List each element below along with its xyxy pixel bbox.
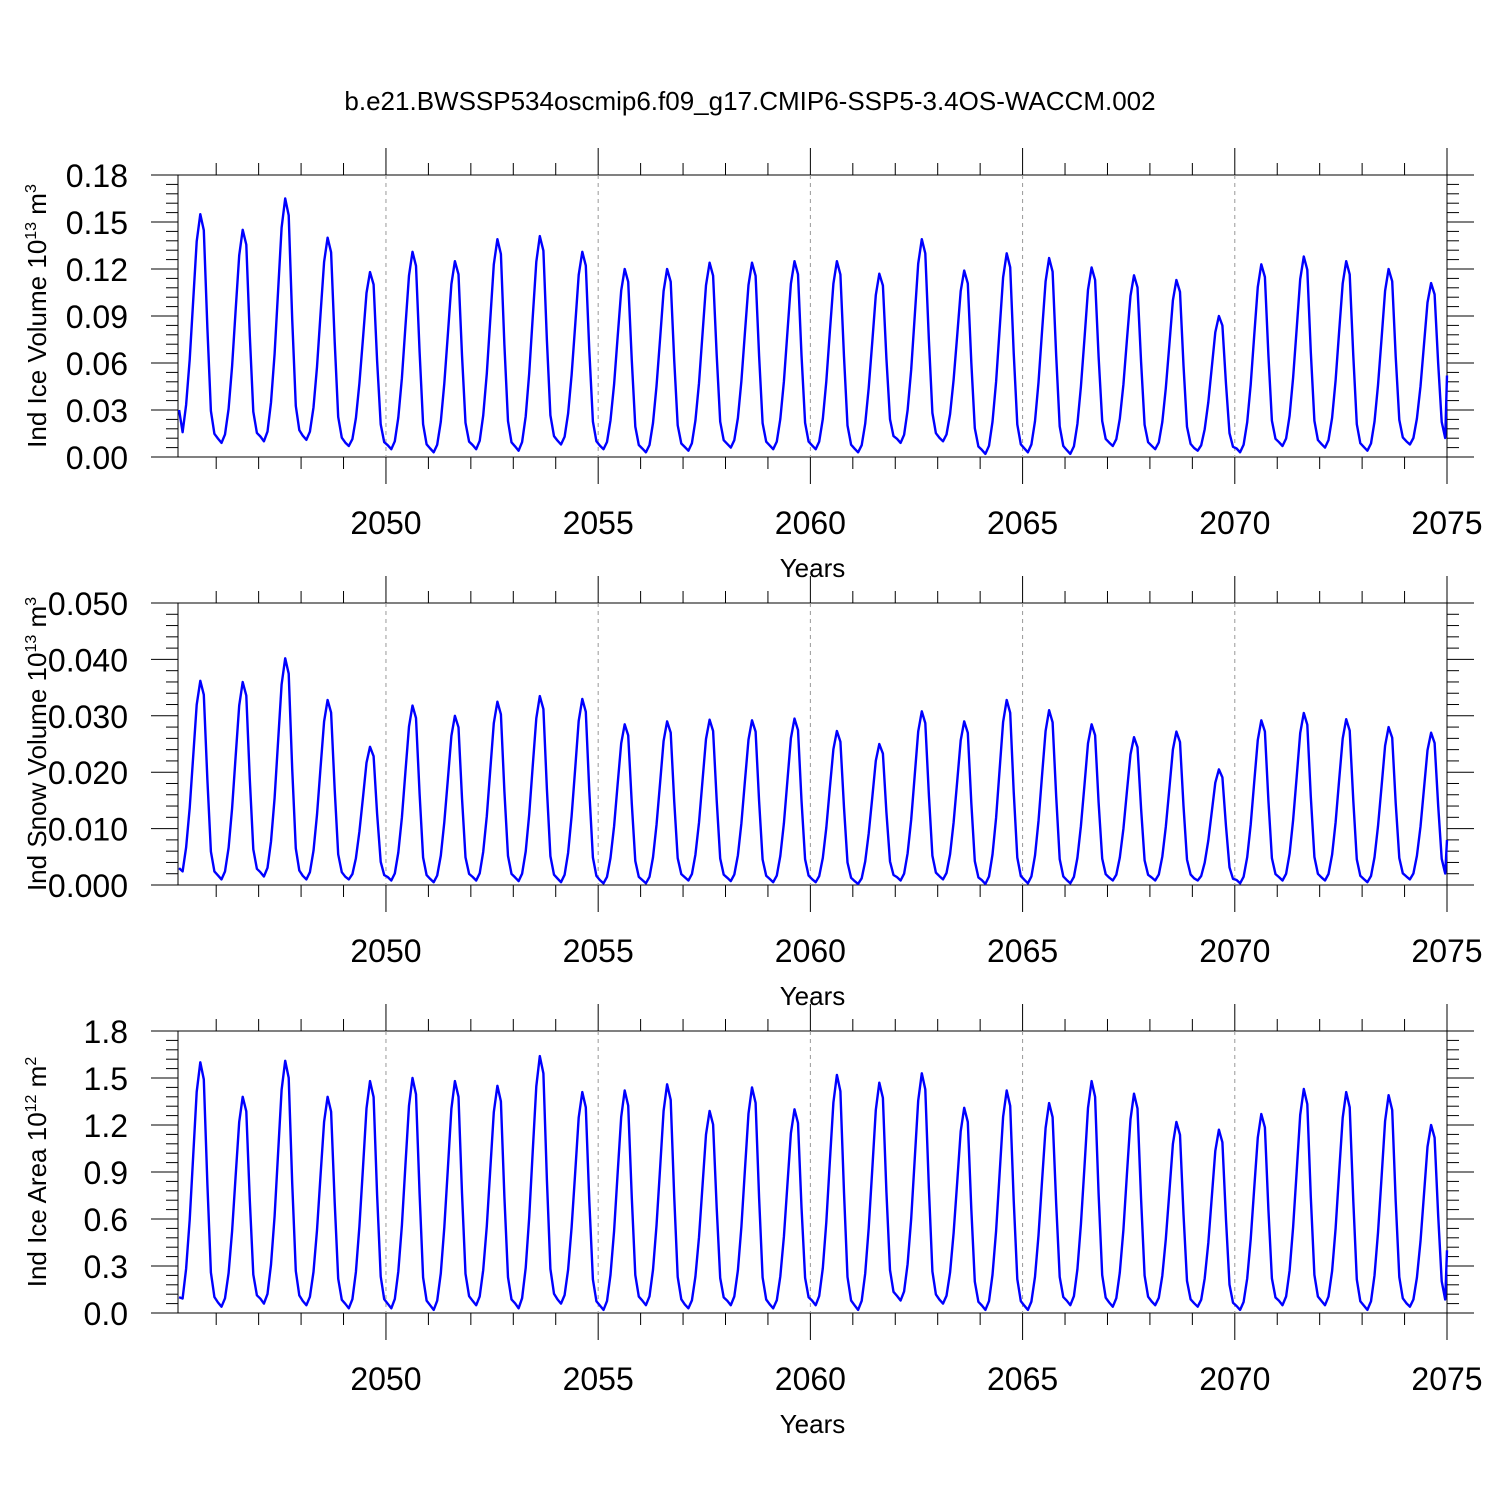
y-tick-label: 0.9	[84, 1155, 128, 1191]
x-tick-label: 2060	[775, 1361, 846, 1397]
plot-frame	[177, 602, 1448, 886]
x-tick-label: 2070	[1199, 933, 1270, 969]
x-tick-label: 2055	[563, 1361, 634, 1397]
y-tick-label: 0.050	[48, 586, 128, 622]
data-series-line	[177, 197, 1449, 456]
x-tick-label: 2075	[1411, 1361, 1482, 1397]
y-tick-label: 0.3	[84, 1249, 128, 1285]
y-axis-title-text: m	[22, 606, 52, 635]
y-axis-title-superscript: 3	[23, 597, 40, 606]
y-tick-label: 0.000	[48, 868, 128, 904]
y-tick-label: 0.15	[66, 205, 128, 241]
y-tick-label: 0.09	[66, 299, 128, 335]
x-tick-label: 2070	[1199, 1361, 1270, 1397]
x-tick-label: 2055	[563, 933, 634, 969]
y-tick-label: 0.00	[66, 440, 128, 476]
x-tick-label: 2065	[987, 505, 1058, 541]
y-tick-label: 0.030	[48, 699, 128, 735]
y-tick-label: 0.03	[66, 393, 128, 429]
y-axis-title-text: Ind Ice Volume 10	[22, 240, 52, 448]
x-axis-title: Years	[780, 1409, 846, 1439]
plot-frame	[177, 1030, 1448, 1314]
x-tick-label: 2075	[1411, 505, 1482, 541]
x-tick-label: 2060	[775, 933, 846, 969]
y-tick-label: 0.06	[66, 346, 128, 382]
x-tick-label: 2065	[987, 1361, 1058, 1397]
y-axis-title-text: Ind Snow Volume 10	[22, 653, 52, 892]
y-tick-label: 1.5	[84, 1061, 128, 1097]
x-tick-label: 2055	[563, 505, 634, 541]
x-tick-label: 2060	[775, 505, 846, 541]
panel-2: 2050 2055 2060 2065 2070 2075 0.000 0.010 0.020 0…	[22, 576, 1483, 1011]
x-tick-label: 2065	[987, 933, 1058, 969]
panels: 2050 2055 2060 2065 2070 20750.000.030.060.09…	[22, 148, 1483, 1439]
y-axis-title: Ind Ice Area 1012 m2	[22, 1057, 52, 1288]
y-axis-title-superscript: 2	[23, 1057, 40, 1066]
y-axis-title-superscript: 12	[23, 1094, 40, 1112]
y-axis-title: Ind Ice Volume 1013 m3	[22, 184, 52, 448]
y-axis-title-superscript: 13	[23, 635, 40, 653]
data-series-line	[178, 1054, 1449, 1312]
y-axis-title-text: m	[22, 193, 52, 222]
panel-1: 2050 2055 2060 2065 2070 2075 0.00 0.03 0.06 0.09…	[22, 148, 1483, 583]
y-tick-label: 0.020	[48, 755, 128, 791]
y-tick-label: 0.18	[66, 158, 128, 194]
panel-3: 2050 2055 2060 2065 2070 2075 0.0 0.3 0.6 0.9 1.2 1…	[22, 1004, 1483, 1439]
y-axis-title-text: Ind Ice Area 10	[22, 1112, 52, 1287]
x-axis-title: Years	[780, 981, 846, 1011]
x-tick-label: 2050	[350, 933, 421, 969]
x-tick-label: 2070	[1199, 505, 1270, 541]
y-tick-label: 0.010	[48, 812, 128, 848]
x-axis-title: Years	[780, 553, 846, 583]
y-tick-label: 0.12	[66, 252, 128, 288]
y-tick-label: 0.040	[48, 642, 128, 678]
y-axis-title-text: m	[22, 1066, 52, 1095]
x-tick-label: 2075	[1411, 933, 1482, 969]
x-tick-label: 2050	[350, 505, 421, 541]
figure-title: b.e21.BWSSP534oscmip6.f09_g17.CMIP6-SSP5…	[344, 86, 1155, 116]
y-tick-label: 0.6	[84, 1202, 128, 1238]
y-tick-label: 0.0	[84, 1296, 128, 1332]
x-tick-label: 2050	[350, 1361, 421, 1397]
y-axis-title: Ind Snow Volume 1013 m3	[22, 597, 52, 891]
data-series-line	[178, 657, 1449, 886]
y-axis-title-superscript: 13	[23, 222, 40, 240]
y-tick-label: 1.2	[84, 1108, 128, 1144]
y-axis-title-superscript: 3	[23, 184, 40, 193]
y-tick-label: 1.8	[84, 1014, 128, 1050]
